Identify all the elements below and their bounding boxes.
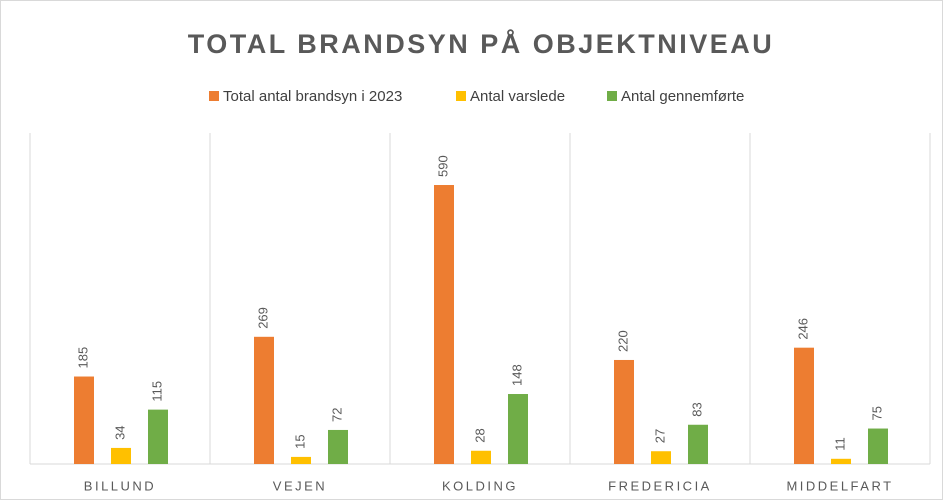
bar <box>508 394 528 464</box>
legend-swatch <box>456 91 466 101</box>
x-tick-label: FREDERICIA <box>608 478 712 493</box>
bar <box>434 185 454 464</box>
x-tick-label: MIDDELFART <box>786 478 893 493</box>
data-label: 185 <box>75 347 90 369</box>
x-tick-label: VEJEN <box>273 478 327 493</box>
chart-title: TOTAL BRANDSYN PÅ OBJEKTNIVEAU <box>188 28 775 59</box>
x-tick-label: KOLDING <box>442 478 518 493</box>
bar <box>111 447 131 464</box>
bar <box>794 347 814 464</box>
bar <box>328 429 348 464</box>
legend-label: Total antal brandsyn i 2023 <box>223 88 402 105</box>
data-label: 27 <box>652 429 667 443</box>
bar <box>868 428 888 464</box>
data-label: 590 <box>435 155 450 177</box>
data-label: 72 <box>329 407 344 421</box>
legend-label: Antal gennemførte <box>621 88 744 105</box>
bar <box>291 456 311 464</box>
data-label: 220 <box>615 330 630 352</box>
bar <box>254 336 274 464</box>
data-label: 75 <box>869 406 884 420</box>
data-label: 83 <box>689 402 704 416</box>
bar <box>651 451 671 464</box>
data-label: 28 <box>472 428 487 442</box>
legend-label: Antal varslede <box>470 88 565 105</box>
legend-swatch <box>607 91 617 101</box>
data-label: 148 <box>509 364 524 386</box>
bar <box>74 376 94 464</box>
data-label: 269 <box>255 307 270 329</box>
data-label: 11 <box>832 437 847 451</box>
bar <box>614 359 634 464</box>
x-tick-label: BILLUND <box>84 478 156 493</box>
data-label: 34 <box>112 425 127 439</box>
data-label: 115 <box>149 381 164 402</box>
bar <box>148 409 168 464</box>
data-label: 15 <box>292 434 307 448</box>
data-label: 246 <box>795 318 810 340</box>
bar <box>831 458 851 464</box>
legend-swatch <box>209 91 219 101</box>
bar <box>688 424 708 464</box>
bar <box>471 450 491 464</box>
